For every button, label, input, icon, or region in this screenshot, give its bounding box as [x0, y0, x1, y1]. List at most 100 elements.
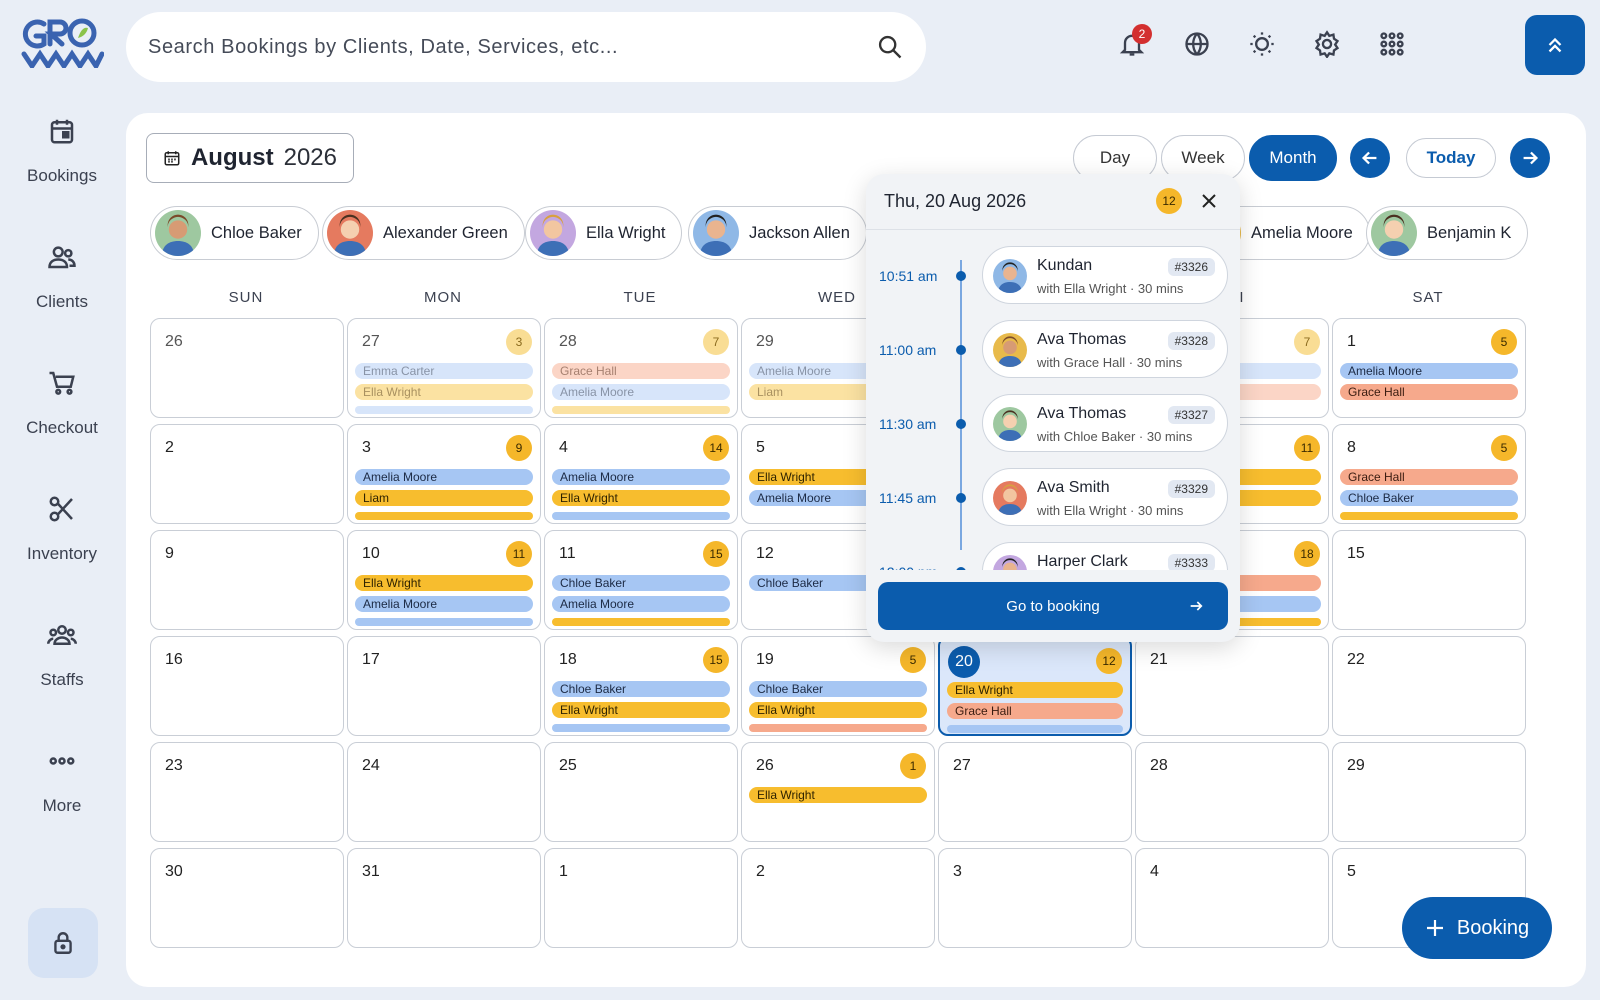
booking-bar[interactable]: Amelia Moore: [355, 596, 533, 612]
booking-bar[interactable]: Grace Hall: [947, 703, 1123, 719]
calendar-day[interactable]: 9: [150, 530, 344, 630]
sidebar-item-bookings[interactable]: Bookings: [0, 90, 124, 216]
booking-bar[interactable]: Amelia Moore: [1340, 363, 1518, 379]
calendar-day[interactable]: 26 1 Ella Wright: [741, 742, 935, 842]
month-picker[interactable]: August 2026: [146, 133, 354, 183]
popover-date: Thu, 20 Aug 2026: [884, 191, 1027, 211]
day-number: 29: [1347, 757, 1365, 774]
calendar-day[interactable]: 26: [150, 318, 344, 418]
booking-bar[interactable]: Amelia Moore: [552, 596, 730, 612]
calendar-day[interactable]: 17: [347, 636, 541, 736]
appointment-card[interactable]: Ava Thomas #3327 with Chloe Baker · 30 min…: [982, 394, 1228, 452]
sidebar-item-clients[interactable]: Clients: [0, 216, 124, 342]
calendar-day[interactable]: 4 14 Amelia Moore Ella Wright: [544, 424, 738, 524]
calendar-day[interactable]: 22: [1332, 636, 1526, 736]
sidebar-item-checkout[interactable]: Checkout: [0, 342, 124, 468]
sidebar-item-more[interactable]: More: [0, 720, 124, 846]
calendar-day[interactable]: 29: [1332, 742, 1526, 842]
booking-bar[interactable]: Ella Wright: [552, 702, 730, 718]
calendar-day[interactable]: 30: [150, 848, 344, 948]
close-popover-button[interactable]: [1196, 188, 1222, 214]
staff-chip[interactable]: Ella Wright: [525, 206, 683, 260]
calendar-day[interactable]: 16: [150, 636, 344, 736]
more-icon: [49, 757, 75, 765]
calendar-day[interactable]: 1 5 Amelia Moore Grace Hall: [1332, 318, 1526, 418]
booking-bar[interactable]: Grace Hall: [1340, 469, 1518, 485]
calendar-day[interactable]: 27: [938, 742, 1132, 842]
sidebar-item-inventory[interactable]: Inventory: [0, 468, 124, 594]
appointment-card[interactable]: Kundan #3326 with Ella Wright · 30 mins: [982, 246, 1228, 304]
calendar-day[interactable]: 2: [741, 848, 935, 948]
booking-bar[interactable]: Amelia Moore: [355, 469, 533, 485]
booking-bar[interactable]: Ella Wright: [355, 575, 533, 591]
calendar-day[interactable]: 28: [1135, 742, 1329, 842]
booking-bar[interactable]: Chloe Baker: [749, 681, 927, 697]
next-month-button[interactable]: [1510, 138, 1550, 178]
today-button[interactable]: Today: [1406, 138, 1496, 178]
theme-toggle-button[interactable]: [1244, 26, 1280, 62]
calendar-day[interactable]: 15: [1332, 530, 1526, 630]
booking-bar[interactable]: Emma Carter: [355, 363, 533, 379]
booking-bar[interactable]: Grace Hall: [1340, 384, 1518, 400]
collapse-header-button[interactable]: [1525, 15, 1585, 75]
calendar-day[interactable]: 19 5 Chloe Baker Ella Wright: [741, 636, 935, 736]
booking-bar[interactable]: Liam: [355, 490, 533, 506]
booking-bar[interactable]: Ella Wright: [552, 490, 730, 506]
calendar-day[interactable]: 2: [150, 424, 344, 524]
calendar-panel: August 2026 Day Week Month Today Chloe B…: [126, 113, 1586, 987]
client-avatar: [993, 407, 1027, 441]
client-name: Kundan: [1037, 257, 1093, 274]
staff-chip[interactable]: Chloe Baker: [150, 206, 319, 260]
booking-bar[interactable]: Chloe Baker: [1340, 490, 1518, 506]
calendar-day[interactable]: 4: [1135, 848, 1329, 948]
calendar-day[interactable]: 28 7 Grace Hall Amelia Moore: [544, 318, 738, 418]
appointment-card[interactable]: Ava Thomas #3328 with Grace Hall · 30 mins: [982, 320, 1228, 378]
booking-bar[interactable]: Amelia Moore: [552, 469, 730, 485]
calendar-day[interactable]: 3: [938, 848, 1132, 948]
go-to-booking-button[interactable]: Go to booking: [878, 582, 1228, 630]
booking-bar[interactable]: Ella Wright: [749, 702, 927, 718]
language-button[interactable]: [1179, 26, 1215, 62]
booking-bar[interactable]: Chloe Baker: [552, 575, 730, 591]
calendar-day[interactable]: 27 3 Emma Carter Ella Wright: [347, 318, 541, 418]
booking-bar[interactable]: Amelia Moore: [552, 384, 730, 400]
staff-chip[interactable]: Benjamin K: [1366, 206, 1529, 260]
appointment-card[interactable]: Harper Clark #3333: [982, 542, 1228, 570]
calendar-day[interactable]: 21: [1135, 636, 1329, 736]
notification-button[interactable]: 2: [1114, 24, 1152, 62]
booking-id: #3327: [1167, 406, 1215, 424]
search-input[interactable]: Search Bookings by Clients, Date, Servic…: [148, 35, 619, 58]
more-bookings-indicator: [355, 406, 533, 414]
more-bookings-indicator: [552, 724, 730, 732]
appointment-card[interactable]: Ava Smith #3329 with Ella Wright · 30 mins: [982, 468, 1228, 526]
calendar-day[interactable]: 11 15 Chloe Baker Amelia Moore: [544, 530, 738, 630]
calendar-day[interactable]: 24: [347, 742, 541, 842]
search-bar[interactable]: Search Bookings by Clients, Date, Servic…: [126, 12, 926, 82]
booking-bar[interactable]: Ella Wright: [947, 682, 1123, 698]
day-number: 5: [1347, 863, 1356, 880]
staff-chip[interactable]: Alexander Green: [322, 206, 525, 260]
staff-chip[interactable]: Jackson Allen: [688, 206, 867, 260]
calendar-day[interactable]: 23: [150, 742, 344, 842]
lock-button[interactable]: [28, 908, 98, 978]
settings-button[interactable]: [1309, 26, 1345, 62]
apps-button[interactable]: [1374, 26, 1410, 62]
calendar-day[interactable]: 10 11 Ella Wright Amelia Moore: [347, 530, 541, 630]
calendar-day[interactable]: 20 12 Ella Wright Grace Hall: [938, 636, 1132, 736]
booking-bar[interactable]: Ella Wright: [749, 787, 927, 803]
appointment-item: 12:00 pm Harper Clark #3333: [866, 540, 1240, 570]
tab-month[interactable]: Month: [1249, 135, 1337, 181]
previous-month-button[interactable]: [1350, 138, 1390, 178]
calendar-day[interactable]: 18 15 Chloe Baker Ella Wright: [544, 636, 738, 736]
calendar-day[interactable]: 31: [347, 848, 541, 948]
calendar-day[interactable]: 8 5 Grace Hall Chloe Baker: [1332, 424, 1526, 524]
calendar-day[interactable]: 25: [544, 742, 738, 842]
sidebar-item-staffs[interactable]: Staffs: [0, 594, 124, 720]
calendar-day[interactable]: 1: [544, 848, 738, 948]
add-booking-button[interactable]: Booking: [1402, 897, 1552, 959]
booking-bar[interactable]: Chloe Baker: [552, 681, 730, 697]
booking-bar[interactable]: Grace Hall: [552, 363, 730, 379]
booking-bar[interactable]: Ella Wright: [355, 384, 533, 400]
calendar-day[interactable]: 3 9 Amelia Moore Liam: [347, 424, 541, 524]
search-icon[interactable]: [876, 33, 904, 61]
